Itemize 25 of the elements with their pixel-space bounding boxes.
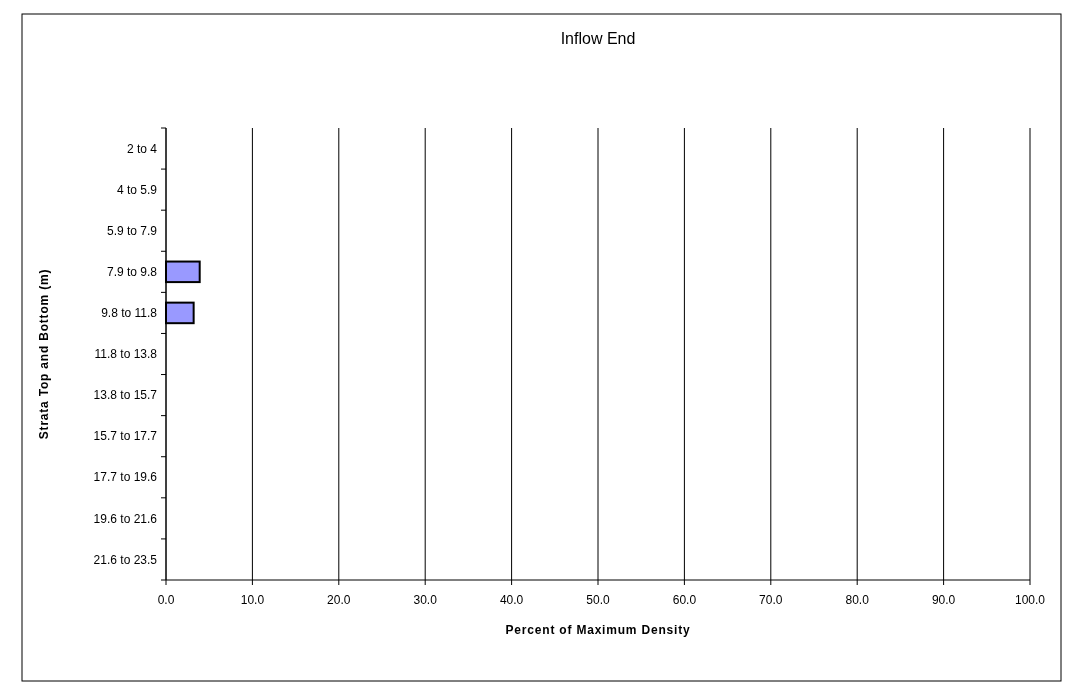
y-tick-label: 17.7 to 19.6	[93, 470, 158, 485]
y-tick-label: 15.7 to 17.7	[93, 429, 158, 444]
x-tick-label: 100.0	[1014, 593, 1046, 607]
chart-title: Inflow End	[560, 30, 636, 47]
x-tick-label: 40.0	[499, 593, 524, 607]
y-tick-label: 9.8 to 11.8	[101, 306, 158, 321]
y-tick-label: 21.6 to 23.5	[93, 552, 158, 567]
x-tick-label: 50.0	[586, 593, 610, 607]
x-tick-label: 0.0	[157, 593, 175, 607]
x-tick-label: 20.0	[327, 593, 351, 607]
y-tick-label: 2 to 4	[126, 141, 158, 156]
y-tick-label: 13.8 to 15.7	[93, 388, 158, 403]
y-tick-label: 5.9 to 7.9	[106, 223, 158, 238]
y-axis-title: Strata Top and Bottom (m)	[37, 268, 51, 440]
y-tick-label: 7.9 to 9.8	[106, 265, 158, 280]
x-tick-label: 10.0	[240, 593, 265, 607]
x-tick-label: 90.0	[931, 593, 956, 607]
y-tick-label: 19.6 to 21.6	[93, 511, 158, 526]
y-tick-label: 11.8 to 13.8	[94, 347, 158, 362]
x-tick-label: 80.0	[845, 593, 870, 607]
x-tick-label: 60.0	[672, 593, 697, 607]
x-axis-title: Percent of Maximum Density	[505, 623, 691, 637]
x-tick-label: 30.0	[413, 593, 438, 607]
x-tick-label: 70.0	[759, 593, 783, 607]
y-tick-label: 4 to 5.9	[116, 182, 158, 197]
